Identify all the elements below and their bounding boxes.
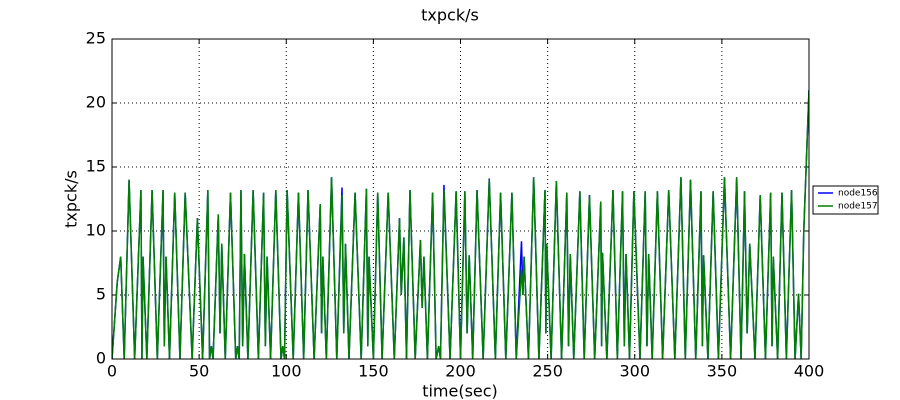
plot-lines: [112, 90, 809, 359]
x-tick-label: 150: [358, 362, 389, 381]
x-axis-label: time(sec): [422, 382, 498, 400]
y-axis-label: txpck/s: [62, 170, 81, 228]
plot-frame: [111, 38, 810, 360]
x-tick-label: 100: [271, 362, 302, 381]
y-tick-label: 0: [96, 349, 106, 368]
x-tick-label: 400: [794, 362, 825, 381]
data-line: [112, 90, 809, 359]
x-tick-label: 300: [619, 362, 650, 381]
x-tick-label: 50: [189, 362, 209, 381]
chart-title: txpck/s: [421, 6, 479, 25]
x-tick-label: 350: [707, 362, 738, 381]
legend-label: node156: [838, 189, 878, 199]
data-line: [112, 90, 809, 359]
y-tick-label: 15: [86, 157, 106, 176]
y-tick-label: 5: [96, 285, 106, 304]
y-tick-label: 25: [86, 29, 106, 48]
x-tick-label: 200: [445, 362, 476, 381]
x-tick-label: 0: [107, 362, 117, 381]
y-tick-label: 20: [86, 93, 106, 112]
legend-label: node157: [838, 202, 878, 212]
y-tick-label: 10: [86, 221, 106, 240]
x-tick-label: 250: [532, 362, 563, 381]
legend-box: [812, 185, 879, 215]
